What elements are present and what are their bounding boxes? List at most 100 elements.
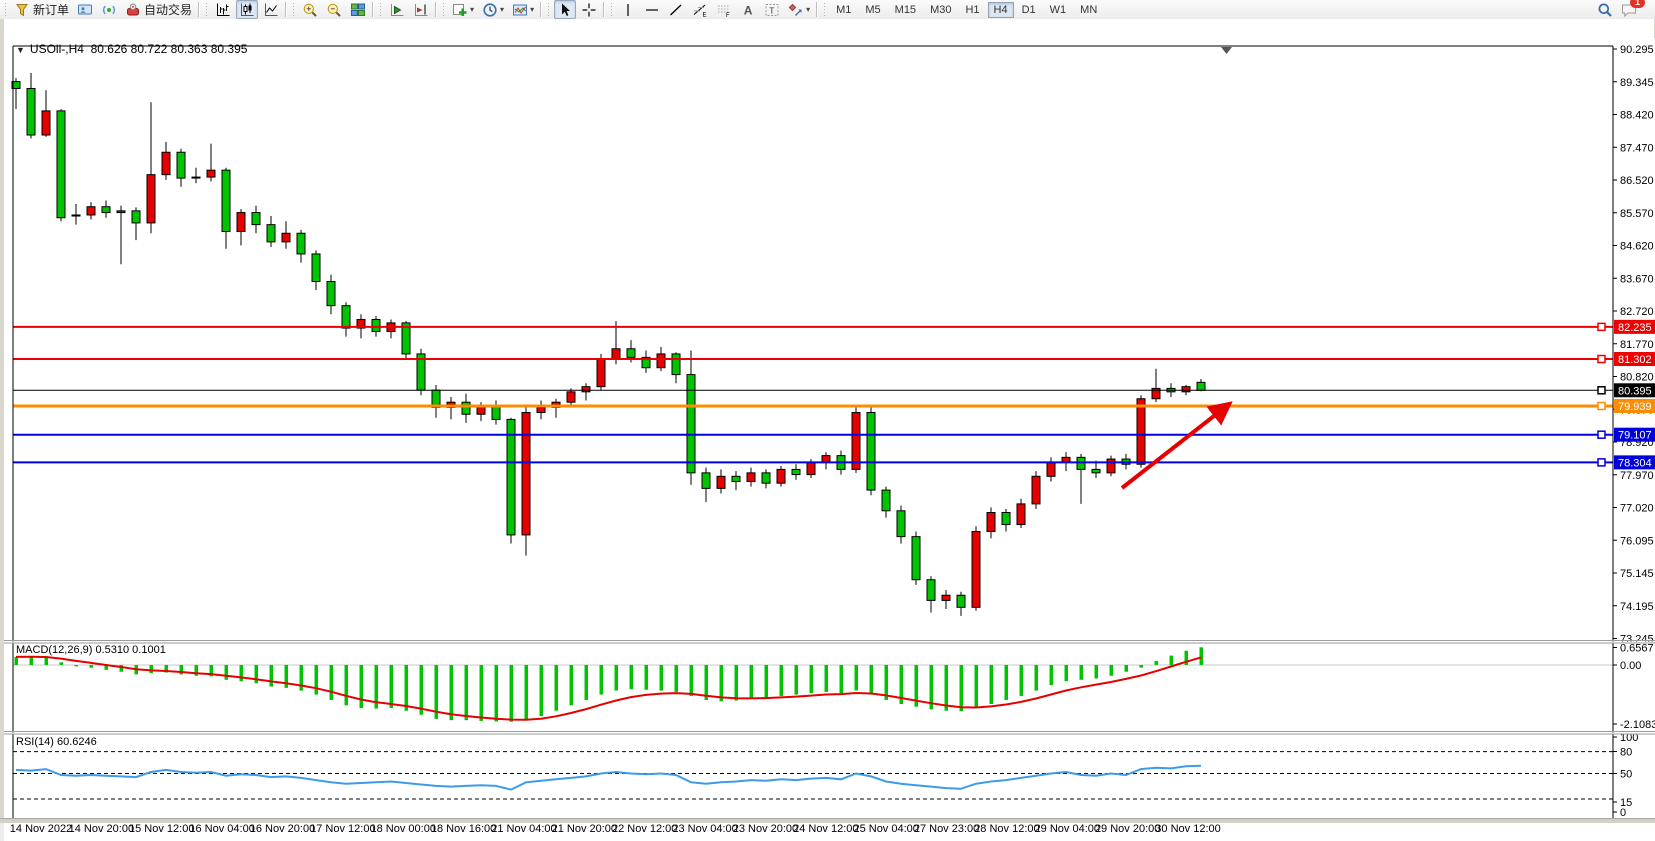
level-price-badge — [1614, 383, 1655, 398]
level-price-badge — [1614, 352, 1655, 367]
shapes-dropdown-icon — [788, 3, 802, 16]
zoom-out-button-icon — [327, 3, 341, 17]
timeframe-m15-button[interactable]: M15 — [894, 3, 917, 16]
dropdown-caret-icon[interactable]: ▾ — [500, 5, 505, 14]
time-tick-label: 17 Nov 12:00 — [310, 823, 375, 835]
time-tick-label: 29 Nov 20:00 — [1095, 823, 1160, 835]
level-price-badge — [1614, 399, 1655, 414]
notifications-button[interactable]: 1 — [1618, 0, 1645, 19]
chart-shift-marker[interactable] — [1221, 47, 1232, 54]
bar-chart-button[interactable] — [212, 0, 234, 19]
candlestick-chart-button-icon — [241, 3, 254, 16]
new-order-button-label: 新订单 — [33, 3, 70, 17]
horizontal-levels[interactable]: 82.235 81.302 80.395 79.939 79.107 78.304 — [13, 319, 1655, 470]
macd-axis-label: -2.1083 — [1620, 719, 1655, 731]
text-label-button[interactable]: T — [761, 0, 783, 19]
toolbar-grip[interactable] — [610, 3, 615, 16]
dropdown-caret-icon[interactable]: ▾ — [806, 5, 811, 14]
shapes-dropdown[interactable]: ▾ — [785, 0, 813, 19]
fibo-button-icon: E — [693, 4, 707, 18]
price-tick-label: 77.020 — [1620, 503, 1654, 515]
timeframe-d1-button[interactable]: D1 — [1021, 3, 1036, 16]
tile-windows-button[interactable] — [347, 0, 369, 19]
new-chart-dropdown[interactable]: ▾ — [449, 0, 477, 19]
text-button[interactable]: A — [737, 0, 759, 19]
macd-panel: 0.6567 0.00 -2.1083 — [13, 643, 1655, 731]
timeframe-m5-button[interactable]: M5 — [865, 3, 881, 16]
indicators-dropdown[interactable]: ▾ — [509, 0, 537, 19]
zoom-out-button[interactable] — [323, 0, 345, 19]
candlestick-chart-button[interactable] — [236, 0, 259, 19]
zoom-in-button-icon — [303, 3, 317, 17]
new-order-button-icon — [16, 3, 28, 16]
trendline-button[interactable] — [665, 0, 687, 19]
level-handle — [1597, 458, 1606, 467]
timeframe-mn-button[interactable]: MN — [1080, 3, 1098, 16]
signals-button[interactable] — [98, 0, 120, 19]
new-order-button[interactable]: 新订单 — [11, 0, 72, 19]
timeframe-m30-button[interactable]: M30 — [930, 3, 952, 16]
toolbar-grip[interactable] — [442, 3, 447, 16]
timeframe-w1-button[interactable]: W1 — [1049, 3, 1067, 16]
chart-window-usoil-h4[interactable]: ▼ USOil-,H4 80.626 80.722 80.363 80.395 M… — [0, 19, 1655, 841]
macd-axis-label: 0.00 — [1620, 660, 1641, 672]
trend-arrow-annotation[interactable] — [1120, 401, 1233, 490]
toolbar-group — [298, 0, 370, 19]
text-label-button-icon: T — [765, 3, 779, 16]
dropdown-caret-icon[interactable]: ▾ — [530, 5, 535, 14]
chart-dropdown-icon[interactable]: ▼ — [16, 45, 25, 55]
time-tick-label: 27 Nov 23:00 — [914, 823, 979, 835]
rsi-panel: 100 80 50 150 — [13, 732, 1638, 819]
toolbar-group — [385, 0, 433, 19]
cursor-button[interactable] — [554, 0, 577, 19]
vertical-line-button-icon — [627, 3, 629, 16]
auto-scroll-button[interactable] — [386, 0, 408, 19]
zoom-in-button[interactable] — [299, 0, 321, 19]
periods-dropdown-icon — [483, 2, 497, 17]
rsi-axis-label: 80 — [1620, 747, 1632, 759]
search-button-icon — [1598, 3, 1612, 17]
price-tick-label: 83.670 — [1620, 273, 1654, 285]
toolbar-grip[interactable] — [205, 3, 210, 16]
toolbar-group: 新订单 自动交易 — [10, 0, 196, 19]
rsi-line — [15, 764, 1202, 791]
time-tick-label: 16 Nov 20:00 — [250, 823, 315, 835]
time-tick-label: 22 Nov 12:00 — [612, 823, 677, 835]
level-price-badge — [1614, 455, 1655, 470]
timeframe-h4-button[interactable]: H4 — [987, 1, 1014, 18]
toolbar-separator — [285, 2, 287, 17]
toolbar-separator — [816, 2, 818, 17]
auto-trading-button-icon — [127, 3, 140, 15]
vertical-line-button[interactable] — [617, 0, 639, 19]
chart-canvas[interactable]: 90.295 89.345 88.420 87.470 86.520 85.570 84.6… — [4, 38, 1655, 841]
dropdown-caret-icon[interactable]: ▾ — [470, 5, 475, 14]
horizontal-line-button-icon — [646, 8, 659, 11]
fibo-expansion-button[interactable]: F — [713, 0, 735, 19]
level-price-badge — [1614, 319, 1655, 334]
charts-window-button-icon — [78, 4, 93, 14]
line-chart-button[interactable] — [260, 0, 282, 19]
toolbar-grip[interactable] — [379, 3, 384, 16]
price-tick-label: 81.770 — [1620, 339, 1654, 351]
timeframe-h1-button[interactable]: H1 — [965, 3, 980, 16]
toolbar-grip[interactable] — [4, 3, 8, 16]
price-tick-label: 90.295 — [1620, 44, 1654, 56]
time-tick-label: 14 Nov 2022 — [10, 823, 72, 835]
horizontal-line-button[interactable] — [641, 0, 663, 19]
timeframe-m1-button[interactable]: M1 — [836, 3, 852, 16]
window-bottom-edge — [0, 818, 1655, 823]
toolbar-grip[interactable] — [547, 3, 552, 16]
toolbar-grip[interactable] — [292, 3, 297, 16]
auto-trading-button[interactable]: 自动交易 — [122, 0, 195, 19]
chart-shift-button[interactable] — [410, 0, 432, 19]
new-chart-dropdown-icon — [453, 3, 467, 16]
fibo-button[interactable]: E — [689, 0, 711, 19]
crosshair-button[interactable] — [578, 0, 600, 19]
search-button[interactable] — [1594, 0, 1616, 19]
periods-dropdown[interactable]: ▾ — [479, 0, 507, 19]
line-chart-button-icon — [265, 3, 278, 16]
charts-window-button[interactable] — [74, 0, 96, 19]
macd-signal-line — [15, 655, 1202, 721]
price-tick-label: 87.470 — [1620, 142, 1654, 154]
toolbar-grip[interactable] — [823, 3, 828, 16]
